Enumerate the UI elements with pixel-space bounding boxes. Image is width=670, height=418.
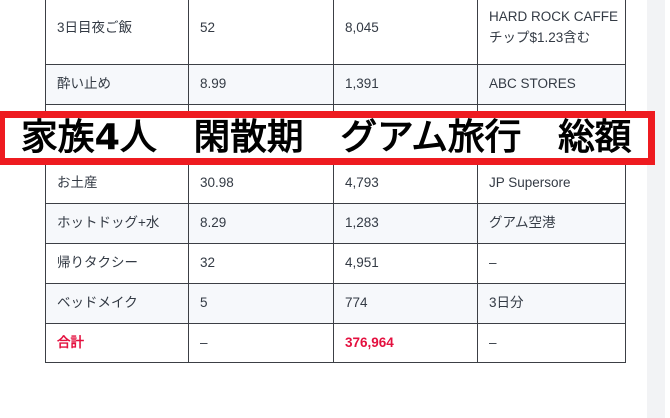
cell-note: HARD ROCK CAFFE チップ$1.23含む	[477, 0, 626, 65]
page-gutter-strip	[647, 0, 665, 418]
cell-jpy: 4,793	[333, 162, 478, 204]
table-row: 3日目夜ご飯 52 8,045 HARD ROCK CAFFE チップ$1.23…	[45, 0, 626, 65]
cell-usd: 8.29	[188, 202, 334, 244]
table-row-total: 合計 – 376,964 –	[45, 322, 626, 364]
table-row: 酔い止め 8.99 1,391 ABC STORES	[45, 64, 626, 105]
cell-item: 酔い止め	[45, 64, 189, 105]
cell-usd: 8.99	[188, 64, 334, 105]
cell-item-total-label: 合計	[45, 322, 189, 364]
cell-note: 3日分	[477, 282, 626, 324]
cell-item: ベッドメイク	[45, 282, 189, 324]
page-right-edge	[665, 0, 670, 418]
overlay-banner-text: 家族4人 閑散期 グアム旅行 総額	[21, 117, 632, 158]
table-row: ベッドメイク 5 774 3日分	[45, 282, 626, 324]
expense-table-container: 3日目夜ご飯 52 8,045 HARD ROCK CAFFE チップ$1.23…	[45, 0, 626, 364]
cell-item: お土産	[45, 162, 189, 204]
cell-usd: 32	[188, 242, 334, 284]
cell-note: グアム空港	[477, 202, 626, 244]
cell-jpy: 4,951	[333, 242, 478, 284]
cell-note: –	[477, 242, 626, 284]
cell-jpy: 1,283	[333, 202, 478, 244]
cell-usd: 52	[188, 0, 334, 65]
cell-jpy-total-value: 376,964	[333, 322, 478, 364]
cell-jpy: 774	[333, 282, 478, 324]
cell-item: 帰りタクシー	[45, 242, 189, 284]
cell-jpy: 8,045	[333, 0, 478, 65]
cell-usd: –	[188, 322, 334, 364]
overlay-banner: 家族4人 閑散期 グアム旅行 総額	[0, 111, 655, 165]
note-line-1: HARD ROCK CAFFE	[489, 9, 619, 25]
cell-item: ホットドッグ+水	[45, 202, 189, 244]
cell-usd: 30.98	[188, 162, 334, 204]
cell-item: 3日目夜ご飯	[45, 0, 189, 65]
note-line-2: チップ$1.23含む	[489, 30, 591, 45]
expense-table: 3日目夜ご飯 52 8,045 HARD ROCK CAFFE チップ$1.23…	[45, 0, 626, 364]
expense-table-body: 3日目夜ご飯 52 8,045 HARD ROCK CAFFE チップ$1.23…	[45, 0, 626, 364]
table-row: ホットドッグ+水 8.29 1,283 グアム空港	[45, 202, 626, 244]
cell-note: –	[477, 322, 626, 364]
table-row: 帰りタクシー 32 4,951 –	[45, 242, 626, 284]
cell-jpy: 1,391	[333, 64, 478, 105]
cell-note: ABC STORES	[477, 64, 626, 105]
cell-note: JP Supersore	[477, 162, 626, 204]
table-row: お土産 30.98 4,793 JP Supersore	[45, 162, 626, 204]
cell-usd: 5	[188, 282, 334, 324]
